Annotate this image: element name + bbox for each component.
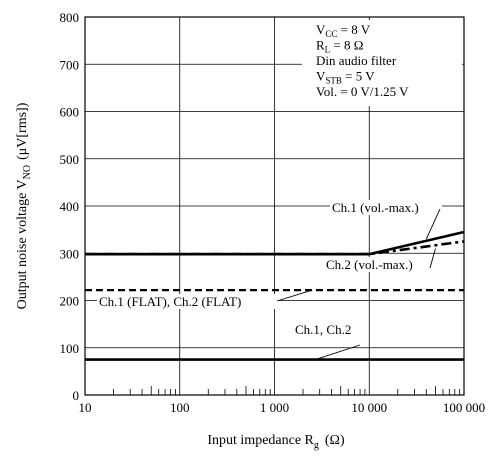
x-tick-label: 10 000 xyxy=(351,400,387,415)
series-line-1 xyxy=(85,230,465,256)
x-tick-labels: 10 100 1 000 10 000 100 000 xyxy=(79,400,486,415)
callout-bg xyxy=(293,322,367,337)
callout-bg xyxy=(97,294,279,309)
callout-leader xyxy=(315,344,361,360)
condition-sub: STB xyxy=(325,76,342,86)
x-tick-label: 100 000 xyxy=(443,400,485,415)
minor-tick-marks xyxy=(113,386,461,395)
callout-label: Ch.2 (vol.-max.) xyxy=(326,257,413,272)
x-tick-label: 1 000 xyxy=(260,400,289,415)
x-tick-label: 10 xyxy=(79,400,92,415)
condition-main: V xyxy=(316,69,326,84)
callout-leader xyxy=(425,208,441,240)
condition-main: Vol. = 0 V/1.25 V xyxy=(316,84,409,99)
y-axis-label-sub: NO xyxy=(22,165,33,179)
y-tick-label: 0 xyxy=(73,388,80,403)
callout-leader xyxy=(276,289,313,302)
plot-frame xyxy=(84,16,465,396)
conditions-box xyxy=(302,20,462,106)
y-tick-label: 500 xyxy=(60,152,80,167)
callout-layer: Ch.1 (vol.-max.) Ch.2 (vol.-max.) Ch.1 (FL… xyxy=(97,200,442,360)
x-axis-label-main: Input impedance R xyxy=(207,433,314,448)
x-axis-label: Input impedance Rg (Ω) xyxy=(207,433,345,451)
x-axis-label-sub: g xyxy=(314,440,319,451)
condition-line: VCC = 8 V xyxy=(316,22,371,39)
y-axis-label-main: Output noise voltage V xyxy=(15,179,30,309)
x-axis-label-unit: (Ω) xyxy=(325,433,345,448)
condition-rest: = 8 Ω xyxy=(330,38,363,53)
condition-main: Din audio filter xyxy=(316,53,397,68)
y-tick-label: 600 xyxy=(60,105,80,120)
callout-label: Ch.1 (vol.-max.) xyxy=(332,200,419,215)
y-tick-labels: 0 100 200 300 400 500 600 700 800 xyxy=(60,10,80,403)
condition-main: V xyxy=(316,22,326,37)
callout-bg xyxy=(330,200,442,215)
callout-label: Ch.1 (FLAT), Ch.2 (FLAT) xyxy=(99,294,241,309)
condition-sub: L xyxy=(325,45,331,55)
y-axis-label-unit: (μV[rms]) xyxy=(15,102,30,160)
x-tick-label: 100 xyxy=(170,400,190,415)
y-tick-label: 100 xyxy=(60,341,80,356)
series-layer xyxy=(85,230,465,361)
callout-leader xyxy=(429,248,436,269)
condition-line: Din audio filter xyxy=(316,53,397,68)
condition-main: R xyxy=(316,38,325,53)
condition-line: RL = 8 Ω xyxy=(316,38,363,55)
y-axis-label: Output noise voltage VNO (μV[rms]) xyxy=(15,102,33,309)
callout-label: Ch.1, Ch.2 xyxy=(295,322,351,337)
y-tick-label: 800 xyxy=(60,10,80,25)
y-tick-label: 700 xyxy=(60,57,80,72)
condition-line: VSTB = 5 V xyxy=(316,69,375,86)
condition-rest: = 5 V xyxy=(342,69,375,84)
condition-rest: = 8 V xyxy=(337,22,370,37)
condition-sub: CC xyxy=(325,29,337,39)
y-tick-label: 300 xyxy=(60,246,80,261)
y-tick-label: 200 xyxy=(60,294,80,309)
y-tick-label: 400 xyxy=(60,199,80,214)
condition-line: Vol. = 0 V/1.25 V xyxy=(316,84,409,99)
callout-bg xyxy=(324,257,434,272)
